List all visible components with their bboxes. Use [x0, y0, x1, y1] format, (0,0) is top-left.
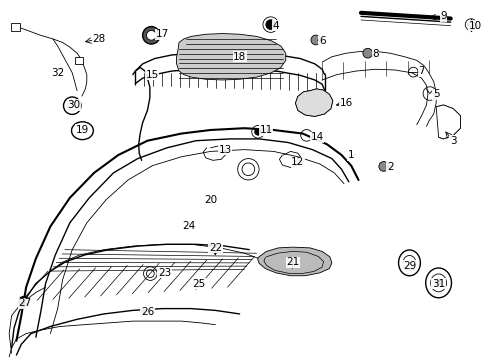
FancyBboxPatch shape	[75, 57, 82, 64]
Text: 20: 20	[203, 195, 217, 204]
Circle shape	[146, 31, 156, 40]
Text: 11: 11	[259, 125, 272, 135]
Ellipse shape	[402, 256, 415, 270]
Ellipse shape	[430, 274, 446, 292]
Circle shape	[362, 48, 372, 58]
Text: 8: 8	[371, 49, 378, 59]
Text: 21: 21	[286, 257, 299, 267]
Text: 2: 2	[386, 162, 392, 172]
Text: 7: 7	[417, 66, 424, 76]
Text: 31: 31	[431, 279, 444, 289]
Text: 12: 12	[291, 157, 304, 167]
Polygon shape	[257, 247, 331, 276]
Text: 27: 27	[19, 298, 32, 308]
Text: 17: 17	[155, 29, 168, 39]
Ellipse shape	[398, 250, 420, 276]
Text: 18: 18	[233, 52, 246, 62]
Polygon shape	[435, 105, 460, 139]
Ellipse shape	[434, 279, 441, 287]
Circle shape	[378, 162, 388, 171]
Text: 28: 28	[92, 34, 105, 44]
Text: 26: 26	[141, 307, 154, 317]
Circle shape	[467, 22, 473, 27]
Circle shape	[142, 27, 160, 44]
Text: 30: 30	[67, 100, 80, 110]
Polygon shape	[176, 33, 285, 80]
Text: 14: 14	[310, 132, 323, 142]
Text: 9: 9	[439, 12, 446, 21]
Text: 19: 19	[75, 125, 88, 135]
Text: 22: 22	[208, 243, 222, 253]
Polygon shape	[295, 89, 332, 116]
Text: 1: 1	[347, 150, 354, 160]
Ellipse shape	[425, 268, 450, 298]
Text: 10: 10	[468, 21, 481, 31]
Text: 23: 23	[158, 268, 171, 278]
Text: 5: 5	[432, 89, 439, 99]
Circle shape	[265, 20, 275, 30]
Text: 25: 25	[191, 279, 204, 289]
Circle shape	[254, 129, 261, 135]
Text: 29: 29	[402, 261, 415, 271]
Circle shape	[310, 35, 320, 45]
Text: 3: 3	[449, 136, 455, 146]
Text: 32: 32	[51, 68, 64, 78]
Text: 15: 15	[145, 69, 159, 80]
FancyBboxPatch shape	[10, 23, 20, 31]
Text: 13: 13	[218, 145, 231, 155]
Text: 24: 24	[182, 221, 195, 231]
Text: 4: 4	[272, 21, 279, 31]
Text: 16: 16	[339, 98, 352, 108]
Text: 6: 6	[318, 36, 325, 46]
